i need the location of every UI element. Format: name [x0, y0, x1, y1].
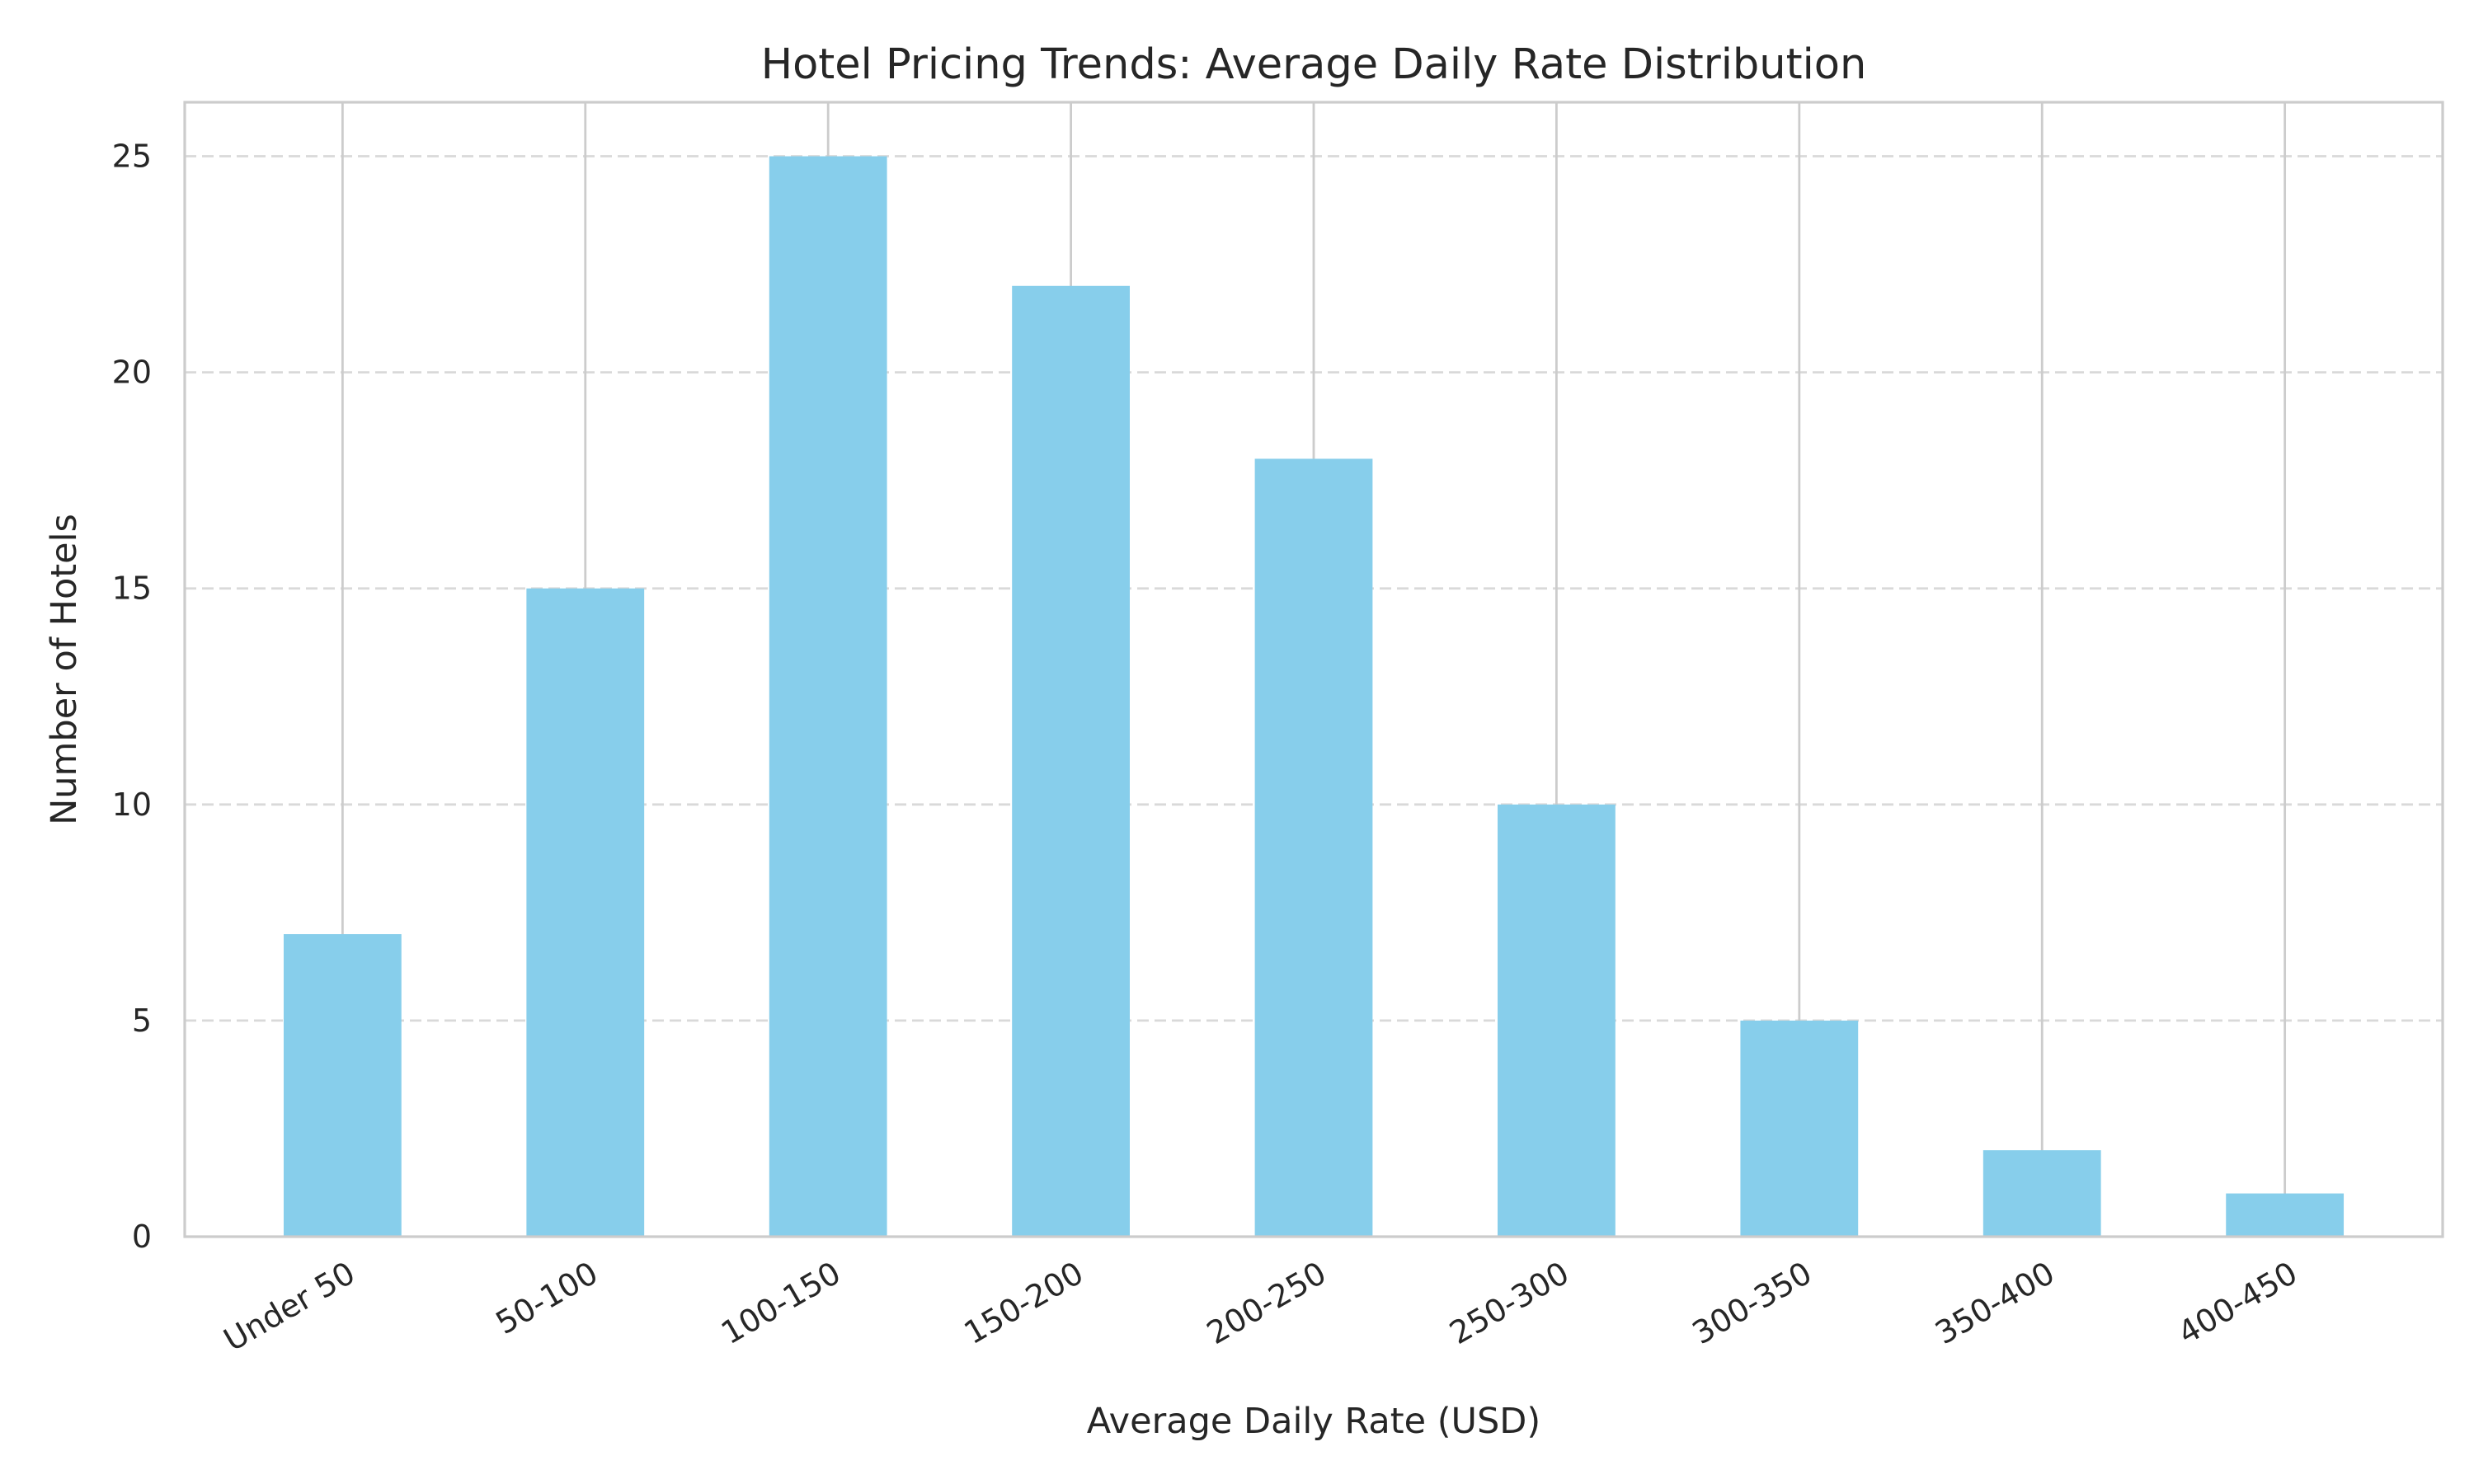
x-tick-label: 200-250	[1201, 1255, 1333, 1351]
x-tick-label: 100-150	[715, 1255, 847, 1351]
x-tick-label: Under 50	[218, 1255, 361, 1359]
bar-250-300	[1498, 804, 1616, 1237]
x-tick-label: 250-300	[1443, 1255, 1575, 1351]
bar-50-100	[526, 588, 645, 1237]
bar-200-250	[1254, 458, 1373, 1237]
y-tick-label: 20	[112, 355, 152, 391]
bar-150-200	[1012, 285, 1130, 1237]
y-tick-label: 15	[112, 571, 152, 607]
x-tick-label: 300-350	[1686, 1255, 1818, 1351]
bar-300-350	[1740, 1020, 1859, 1237]
y-tick-label: 0	[132, 1219, 152, 1255]
x-tick-label: 400-450	[2172, 1255, 2304, 1351]
y-tick-label: 25	[112, 139, 152, 175]
y-tick-label: 10	[112, 787, 152, 823]
y-axis-label: Number of Hotels	[44, 514, 85, 825]
x-tick-label: 50-100	[490, 1255, 604, 1341]
x-tick-label: 350-400	[1929, 1255, 2061, 1351]
plot-frame	[183, 101, 2444, 1238]
bar-400-450	[2226, 1193, 2345, 1237]
x-tick-label: 150-200	[958, 1255, 1090, 1351]
bar-under-50	[283, 934, 402, 1237]
x-axis-ticks: Under 50 50-100 100-150 150-200 200-250 250-3…	[218, 1255, 2303, 1359]
chart-title: Hotel Pricing Trends: Average Daily Rate…	[761, 40, 1867, 89]
y-axis-ticks: 0 5 10 15 20 25	[112, 139, 152, 1255]
bar-350-400	[1982, 1150, 2101, 1237]
bar-100-150	[769, 156, 887, 1237]
y-tick-label: 5	[132, 1003, 152, 1039]
bars	[283, 156, 2345, 1237]
x-axis-label: Average Daily Rate (USD)	[1087, 1401, 1540, 1442]
